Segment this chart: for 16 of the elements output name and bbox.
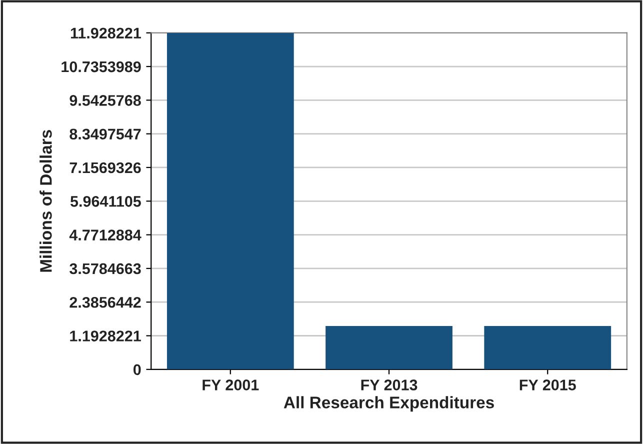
- y-tick-label: 11.928221: [70, 28, 141, 39]
- y-tick-label: 5.9641105: [70, 196, 141, 207]
- y-tick-label: 2.3856442: [70, 296, 141, 308]
- x-axis-title: All Research Expenditures: [284, 396, 494, 412]
- y-tick-label: 3.5784663: [70, 263, 141, 274]
- x-tick-label: FY 2013: [361, 380, 418, 390]
- y-tick-label: 9.5425768: [70, 95, 141, 106]
- y-tick-label: 10.7353989: [62, 61, 141, 72]
- x-tick-label: FY 2001: [202, 380, 259, 390]
- y-tick-label: 7.1569326: [70, 162, 141, 174]
- x-tick-label: FY 2015: [520, 380, 576, 390]
- y-tick-label: 8.3497547: [70, 128, 141, 140]
- y-tick-label: 1.1928221: [70, 330, 141, 342]
- y-tick-label: 4.7712884: [69, 230, 142, 240]
- y-axis-title: Millions of Dollars: [40, 130, 52, 272]
- y-tick-label: 0: [133, 364, 141, 376]
